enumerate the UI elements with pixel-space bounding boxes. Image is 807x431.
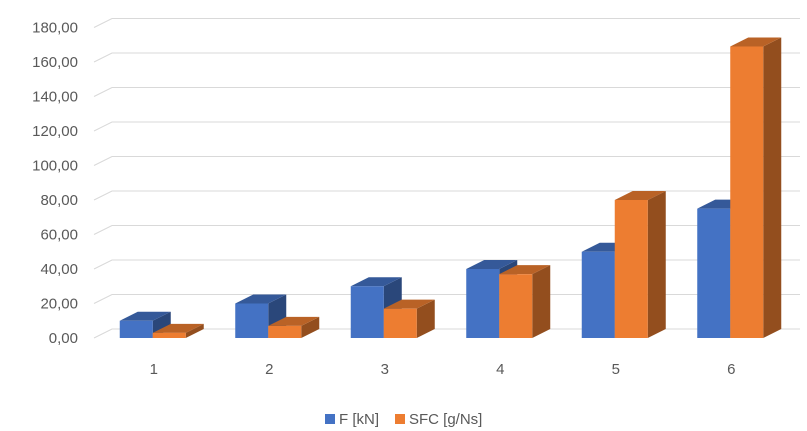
- bar-side: [763, 37, 781, 338]
- bars: [120, 37, 782, 338]
- y-tick-label: 80,00: [40, 192, 78, 209]
- x-tick-label: 2: [265, 361, 273, 378]
- bar-front: [384, 309, 417, 338]
- y-tick-label: 100,00: [32, 158, 78, 175]
- y-tick-label: 60,00: [40, 227, 78, 244]
- legend: F [kN] SFC [g/Ns]: [325, 411, 482, 428]
- y-tick-label: 140,00: [32, 89, 78, 106]
- y-tick-label: 0,00: [49, 330, 78, 347]
- y-tick-label: 120,00: [32, 123, 78, 140]
- gridlines: [94, 19, 800, 339]
- gridline: [94, 191, 800, 200]
- bar: [384, 300, 435, 338]
- bar-front: [582, 252, 615, 338]
- bar-front: [466, 269, 499, 338]
- bar-front: [697, 209, 730, 338]
- bar-front: [153, 333, 186, 338]
- x-tick-label: 4: [496, 361, 504, 378]
- x-tick-label: 5: [612, 361, 620, 378]
- y-tick-label: 160,00: [32, 54, 78, 71]
- x-axis-ticks: 1 2 3 4 5 6: [150, 361, 736, 378]
- y-tick-label: 40,00: [40, 261, 78, 278]
- bar-side: [648, 191, 666, 338]
- gridline: [94, 157, 800, 166]
- y-tick-label: 180,00: [32, 20, 78, 37]
- gridline: [94, 260, 800, 269]
- x-tick-label: 6: [727, 361, 735, 378]
- bar-front: [499, 274, 532, 338]
- bar-side: [532, 265, 550, 338]
- bar-front: [235, 304, 268, 339]
- bar: [730, 37, 781, 338]
- gridline: [94, 226, 800, 235]
- legend-swatch: [395, 414, 405, 424]
- bar-front: [615, 200, 648, 338]
- bar-front: [120, 321, 153, 338]
- gridline: [94, 295, 800, 304]
- legend-swatch: [325, 414, 335, 424]
- x-tick-label: 1: [150, 361, 158, 378]
- bar-front: [351, 286, 384, 338]
- x-tick-label: 3: [381, 361, 389, 378]
- y-axis-ticks: 0,00 20,00 40,00 60,00 80,00 100,00 120,00 140,…: [32, 20, 78, 348]
- gridline: [94, 88, 800, 97]
- legend-label: SFC [g/Ns]: [409, 411, 482, 428]
- bar: [615, 191, 666, 338]
- y-tick-label: 20,00: [40, 296, 78, 313]
- gridline: [94, 19, 800, 28]
- gridline: [94, 122, 800, 131]
- bar-front: [268, 326, 301, 338]
- bar-front: [730, 46, 763, 338]
- bar: [499, 265, 550, 338]
- gridline: [94, 53, 800, 62]
- legend-label: F [kN]: [339, 411, 379, 428]
